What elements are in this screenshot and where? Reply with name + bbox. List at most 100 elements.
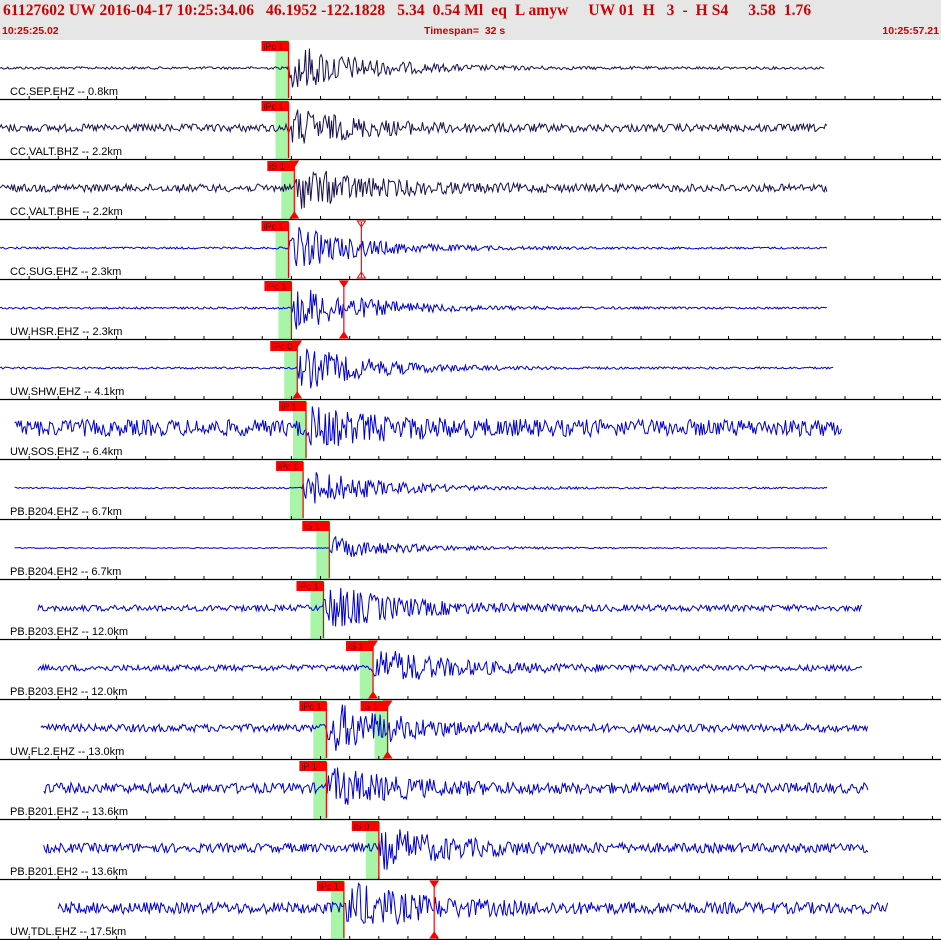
- pick-tag[interactable]: [296, 581, 324, 591]
- pick-window: [313, 700, 328, 760]
- pick-label: iS 1: [348, 642, 364, 652]
- timespan-value: 32 s: [484, 25, 506, 37]
- station-label: UW.SHW.EHZ -- 4.1km: [10, 386, 124, 398]
- pick-tag[interactable]: [261, 101, 289, 111]
- trace-row[interactable]: iPc 1 PB.B204.EHZ -- 6.7km: [0, 460, 941, 521]
- waveform: [0, 289, 827, 330]
- trace-row[interactable]: iPc 1 UW.HSR.EHZ -- 2.3km: [0, 280, 941, 341]
- pick-tag[interactable]: [261, 41, 289, 51]
- pick-label: iPc 1: [263, 102, 283, 112]
- pick-window: [275, 40, 290, 100]
- trace-row[interactable]: iPc 1 PB.B203.EHZ -- 12.0km: [0, 580, 941, 641]
- event-summary-line: 61127602 UW 2016-04-17 10:25:34.06 46.19…: [3, 2, 812, 19]
- pick-tag[interactable]: [351, 821, 379, 831]
- pick-tag[interactable]: [276, 461, 304, 471]
- waveform: [57, 882, 889, 925]
- pick-window: [313, 760, 328, 820]
- trace-row[interactable]: iS 1 PB.B203.EH2 -- 12.0km: [0, 640, 941, 701]
- station-label: UW.SOS.EHZ -- 6.4km: [10, 446, 122, 458]
- station-label: CC.SEP.EHZ -- 0.8km: [10, 86, 118, 98]
- pick-marker-top[interactable]: [356, 220, 367, 228]
- pick-marker-bottom[interactable]: [356, 271, 367, 279]
- pick-tag[interactable]: [270, 341, 298, 351]
- pick-window: [330, 880, 345, 940]
- waveform: [40, 704, 869, 751]
- pick-marker-top[interactable]: [429, 880, 440, 888]
- pick-tag[interactable]: [345, 641, 373, 651]
- pick-label: iP 1: [281, 402, 296, 412]
- pick-label: iPc 1: [319, 882, 339, 892]
- pick-marker-top[interactable]: [289, 160, 300, 168]
- pick-tag[interactable]: [261, 221, 289, 231]
- waveform: [14, 535, 828, 557]
- pick-tag[interactable]: [360, 701, 388, 711]
- pick-window: [365, 820, 380, 880]
- pick-label: iPc 1: [263, 222, 283, 232]
- waveform: [37, 651, 863, 680]
- pick-label: iPc 1: [278, 462, 298, 472]
- pick-label: iPc 1: [263, 42, 283, 52]
- pick-tag[interactable]: [299, 701, 327, 711]
- pick-marker-bottom[interactable]: [429, 931, 440, 939]
- trace-row[interactable]: iS 1 CC.VALT.BHE -- 2.2km: [0, 160, 941, 221]
- trace-row[interactable]: iPc 1 CC.SEP.EHZ -- 0.8km: [0, 40, 941, 101]
- trace-row[interactable]: iPc 1 CC.SUG.EHZ -- 2.3km: [0, 220, 941, 281]
- trace-row[interactable]: iPc 1 CC.VALT.BHZ -- 2.2km: [0, 100, 941, 161]
- pick-tag[interactable]: [302, 521, 330, 531]
- timespan-readout: Timespan= 32 s: [424, 25, 505, 37]
- pick-marker-top[interactable]: [382, 700, 393, 708]
- trace-row[interactable]: iPc 0 UW.SHW.EHZ -- 4.1km: [0, 340, 941, 401]
- pick-tag[interactable]: [267, 161, 295, 171]
- pick-marker-top[interactable]: [292, 340, 303, 348]
- station-label: PB.B203.EHZ -- 12.0km: [10, 626, 128, 638]
- waveform: [0, 348, 834, 389]
- pick-window: [290, 460, 305, 520]
- pick-window: [275, 220, 290, 280]
- window-end-time: 10:25:57.21: [882, 25, 939, 37]
- waveform: [43, 829, 869, 870]
- trace-row[interactable]: iP 1 UW.SOS.EHZ -- 6.4km: [0, 400, 941, 461]
- waveform: [0, 170, 828, 209]
- station-label: UW.FL2.EHZ -- 13.0km: [10, 746, 124, 758]
- waveform: [14, 472, 828, 504]
- waveform: [0, 109, 828, 144]
- pick-label: iPc 0: [272, 342, 292, 352]
- pick-label: iS 1: [304, 522, 320, 532]
- pick-marker-bottom[interactable]: [289, 211, 300, 219]
- station-label: UW.HSR.EHZ -- 2.3km: [10, 326, 122, 338]
- trace-row[interactable]: iPc 1 UW.TDL.EHZ -- 17.5km: [0, 880, 941, 940]
- pick-window: [275, 100, 290, 160]
- station-label: PB.B201.EH2 -- 13.6km: [10, 866, 127, 878]
- pick-label: iS 1: [363, 702, 379, 712]
- trace-row[interactable]: iS 1 PB.B204.EH2 -- 6.7km: [0, 520, 941, 581]
- pick-marker-bottom[interactable]: [368, 691, 378, 699]
- pick-marker-top[interactable]: [368, 640, 378, 648]
- pick-label: iPc 1: [298, 582, 318, 592]
- waveform: [37, 587, 863, 627]
- pick-label: iP 1: [301, 762, 316, 772]
- pick-label: iPc 1: [301, 702, 321, 712]
- window-start-time: 10:25:25.02: [2, 25, 59, 37]
- pick-marker-bottom[interactable]: [338, 331, 349, 339]
- trace-row[interactable]: iP 1 PB.B201.EHZ -- 13.6km: [0, 760, 941, 821]
- pick-window: [374, 700, 389, 760]
- station-label: PB.B204.EH2 -- 6.7km: [10, 566, 121, 578]
- pick-label: iS 0: [354, 822, 370, 832]
- pick-window: [316, 520, 331, 580]
- station-label: CC.VALT.BHZ -- 2.2km: [10, 146, 122, 158]
- waveform: [43, 767, 869, 805]
- pick-marker-top[interactable]: [338, 280, 349, 288]
- pick-tag[interactable]: [264, 281, 292, 291]
- trace-row[interactable]: iPc 1 iS 1 UW.FL2.EHZ -- 13.0km: [0, 700, 941, 761]
- pick-window: [359, 640, 374, 700]
- pick-tag[interactable]: [278, 401, 306, 411]
- seismogram-panel[interactable]: iPc 1 CC.SEP.EHZ -- 0.8km iPc 1 CC.VALT.BHZ…: [0, 40, 941, 940]
- pick-tag[interactable]: [316, 881, 344, 891]
- pick-marker-bottom[interactable]: [382, 751, 393, 759]
- pick-marker-bottom[interactable]: [292, 391, 303, 399]
- trace-row[interactable]: iS 0 PB.B201.EH2 -- 13.6km: [0, 820, 941, 881]
- station-label: PB.B201.EHZ -- 13.6km: [10, 806, 128, 818]
- station-label: UW.TDL.EHZ -- 17.5km: [10, 926, 126, 938]
- pick-tag[interactable]: [299, 761, 327, 771]
- station-label: PB.B204.EHZ -- 6.7km: [10, 506, 122, 518]
